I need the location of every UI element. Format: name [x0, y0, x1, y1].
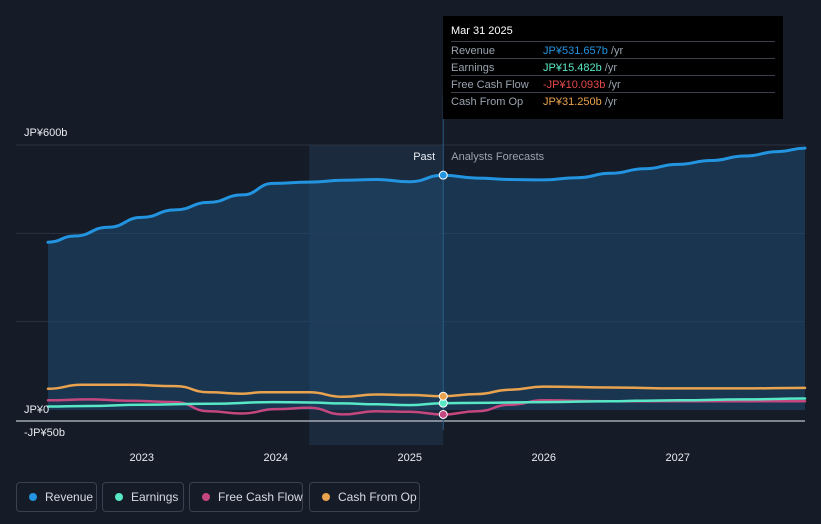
legend-dot — [322, 493, 330, 501]
tooltip-row-cash-from-op: Cash From Op JP¥31.250b /yr — [451, 92, 775, 110]
markers — [438, 170, 448, 419]
tooltip-value: JP¥15.482b /yr — [543, 62, 618, 74]
tooltip-value: -JP¥10.093b /yr — [543, 79, 621, 91]
x-tick-label: 2026 — [531, 452, 555, 464]
series-line-revenue — [46, 146, 807, 244]
past-label: Past — [413, 151, 435, 163]
tooltip-label: Free Cash Flow — [451, 79, 529, 91]
legend-item-cash-from-op[interactable]: Cash From Op — [309, 482, 420, 512]
marker-free-cash-flow — [438, 409, 448, 419]
legend-label: Cash From Op — [338, 490, 417, 504]
y-tick-label: JP¥0 — [24, 404, 49, 416]
y-tick-label: JP¥600b — [24, 127, 67, 139]
x-tick-label: 2023 — [130, 452, 154, 464]
x-tick-label: 2025 — [398, 452, 422, 464]
legend-item-earnings[interactable]: Earnings — [102, 482, 184, 512]
marker-revenue — [438, 170, 448, 180]
legend-dot — [115, 493, 123, 501]
legend-item-revenue[interactable]: Revenue — [16, 482, 97, 512]
tooltip-label: Revenue — [451, 45, 496, 57]
tooltip-label: Earnings — [451, 62, 495, 74]
legend-label: Earnings — [131, 490, 179, 504]
series-line-cash-from-op — [46, 383, 807, 399]
tooltip-row-revenue: Revenue JP¥531.657b /yr — [451, 41, 775, 59]
tooltip-value: JP¥31.250b /yr — [543, 96, 618, 108]
marker-cash-from-op — [438, 391, 448, 401]
tooltip-row-earnings: Earnings JP¥15.482b /yr — [451, 58, 775, 76]
revenue-area — [48, 148, 805, 410]
y-axis-labels: JP¥600b JP¥0 -JP¥50b — [24, 127, 67, 439]
y-tick-label: -JP¥50b — [24, 427, 65, 439]
x-tick-label: 2027 — [665, 452, 689, 464]
tooltip: Mar 31 2025 Revenue JP¥531.657b /yr Earn… — [443, 16, 783, 119]
analysts-forecasts-label: Analysts Forecasts — [451, 151, 544, 163]
legend-label: Revenue — [45, 490, 94, 504]
legend-dot — [29, 493, 37, 501]
legend-label: Free Cash Flow — [218, 490, 303, 504]
tooltip-value: JP¥531.657b /yr — [543, 45, 624, 57]
tooltip-row-free-cash-flow: Free Cash Flow -JP¥10.093b /yr — [451, 75, 775, 93]
series-lines — [46, 146, 807, 416]
tooltip-date: Mar 31 2025 — [451, 25, 513, 37]
legend-item-free-cash-flow[interactable]: Free Cash Flow — [189, 482, 303, 512]
x-tick-label: 2024 — [264, 452, 288, 464]
series-line-earnings — [46, 397, 807, 408]
tooltip-label: Cash From Op — [451, 96, 524, 108]
legend-dot — [202, 493, 210, 501]
x-axis-labels: 2023 2024 2025 2026 2027 — [130, 452, 690, 464]
